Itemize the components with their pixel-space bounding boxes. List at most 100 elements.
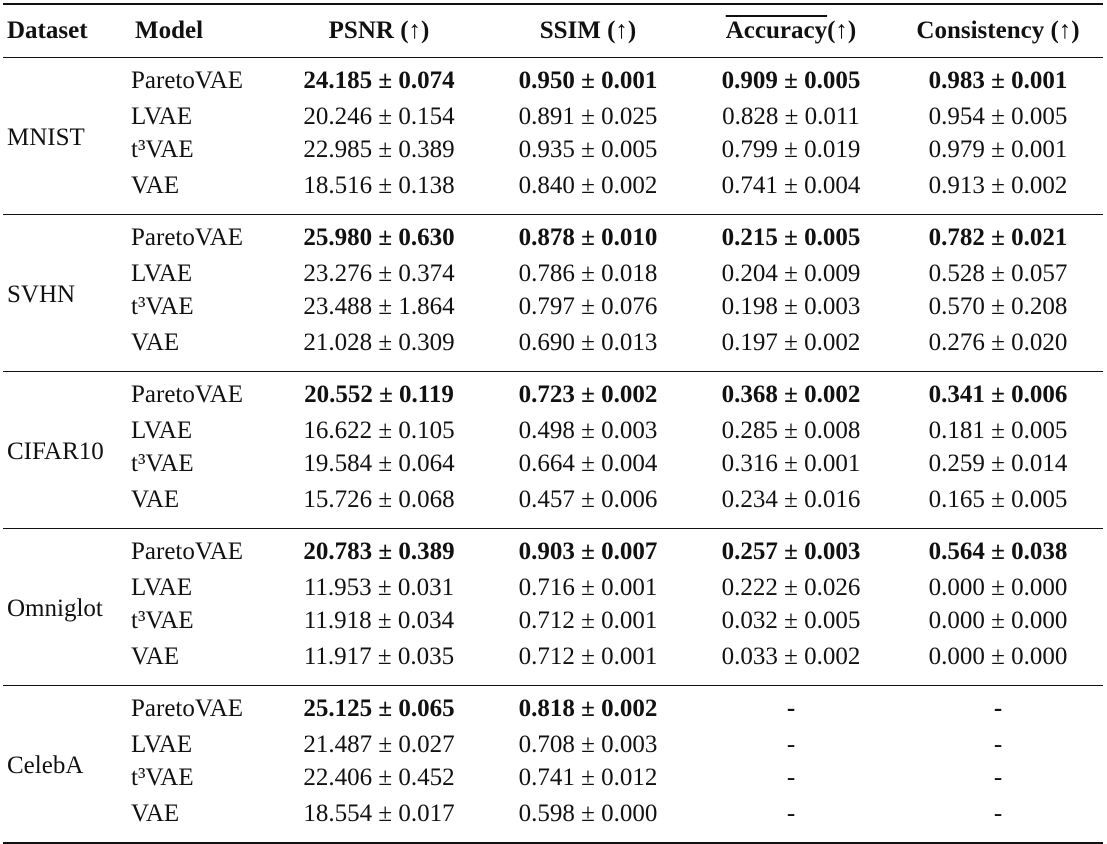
value-cell: 23.488 ± 1.864 [303, 292, 455, 320]
dataset-cell: MNIST [3, 57, 131, 215]
page: Dataset Model PSNR (↑) SSIM (↑) Accuracy… [3, 3, 1103, 844]
value-cell: - [786, 695, 796, 722]
value-cell: 0.197 ± 0.002 [689, 323, 893, 372]
value-cell: 11.918 ± 0.034 [303, 606, 455, 634]
value-cell: 0.690 ± 0.013 [487, 323, 689, 372]
dataset-cell: CIFAR10 [3, 371, 131, 529]
model-cell: VAE [131, 166, 271, 215]
table-row: LVAE 16.622 ± 0.105 0.498 ± 0.003 0.285 ± 0… [3, 414, 1103, 447]
value-cell: 0.797 ± 0.076 [518, 292, 658, 320]
dataset-group: SVHN ParetoVAE 25.980 ± 0.630 0.878 ± 0.010… [3, 214, 1103, 372]
model-cell: ParetoVAE [131, 224, 244, 251]
model-cell: t³VAE [131, 606, 194, 634]
value-cell: 19.584 ± 0.064 [303, 449, 455, 477]
value-cell: 0.983 ± 0.001 [928, 67, 1068, 94]
value-cell: 0.528 ± 0.057 [928, 259, 1068, 287]
value-cell: 16.622 ± 0.105 [303, 416, 455, 444]
table-row: t³VAE 22.985 ± 0.389 0.935 ± 0.005 0.799 ± … [3, 133, 1103, 166]
table-row: CelebA ParetoVAE 25.125 ± 0.065 0.818 ± 0.0… [3, 685, 1103, 844]
value-cell: 0.782 ± 0.021 [928, 224, 1068, 251]
table-row: MNIST ParetoVAE 24.185 ± 0.074 0.950 ± 0.00… [3, 57, 1103, 215]
model-cell: ParetoVAE [131, 381, 244, 408]
value-cell: 0.032 ± 0.005 [721, 606, 861, 634]
table-row: VAE 21.028 ± 0.309 0.690 ± 0.013 0.197 ± 0.… [3, 323, 1103, 372]
value-cell: - [993, 695, 1003, 722]
value-cell: 0.000 ± 0.000 [928, 606, 1068, 634]
value-cell: 0.498 ± 0.003 [518, 416, 658, 444]
value-cell: 0.259 ± 0.014 [928, 449, 1068, 477]
value-cell: 20.783 ± 0.389 [303, 538, 455, 565]
header-cell: SSIM (↑) [487, 3, 689, 58]
table-row: LVAE 21.487 ± 0.027 0.708 ± 0.003 - - [3, 728, 1103, 761]
header-text: (↑) [827, 17, 857, 44]
value-cell: 23.276 ± 0.374 [303, 259, 455, 287]
header-row: Dataset Model PSNR (↑) SSIM (↑) Accuracy… [3, 3, 1103, 58]
value-cell: - [689, 794, 893, 844]
dataset-group: CelebA ParetoVAE 25.125 ± 0.065 0.818 ± 0.0… [3, 685, 1103, 844]
value-cell: 0.878 ± 0.010 [518, 224, 658, 251]
model-cell: t³VAE [131, 449, 194, 477]
value-cell: 21.487 ± 0.027 [303, 730, 455, 758]
value-cell: 0.909 ± 0.005 [721, 67, 861, 94]
value-cell: 0.712 ± 0.001 [487, 637, 689, 686]
value-cell: - [786, 730, 796, 758]
value-cell: 0.950 ± 0.001 [518, 67, 658, 94]
value-cell: 0.828 ± 0.011 [722, 102, 860, 130]
header-text: Accuracy [725, 17, 828, 44]
value-cell: 11.953 ± 0.031 [303, 573, 455, 601]
model-cell: ParetoVAE [131, 538, 244, 565]
model-cell: LVAE [131, 416, 193, 444]
model-cell: VAE [131, 637, 271, 686]
header-cell: PSNR (↑) [271, 3, 487, 58]
value-cell: 25.125 ± 0.065 [303, 695, 455, 722]
value-cell: 22.985 ± 0.389 [303, 135, 455, 163]
model-cell: t³VAE [131, 135, 194, 163]
value-cell: 20.552 ± 0.119 [304, 381, 454, 408]
table-row: Omniglot ParetoVAE 20.783 ± 0.389 0.903 ± 0… [3, 528, 1103, 686]
table-row: CIFAR10 ParetoVAE 20.552 ± 0.119 0.723 ± 0.… [3, 371, 1103, 529]
value-cell: 0.368 ± 0.002 [721, 381, 861, 408]
table-row: VAE 18.554 ± 0.017 0.598 ± 0.000- - [3, 794, 1103, 844]
dataset-group: CIFAR10 ParetoVAE 20.552 ± 0.119 0.723 ± 0.… [3, 371, 1103, 529]
value-cell: 0.598 ± 0.000 [487, 794, 689, 844]
model-cell: ParetoVAE [131, 695, 244, 722]
value-cell: 0.457 ± 0.006 [487, 480, 689, 529]
value-cell: - [993, 763, 1003, 791]
table-row: VAE 11.917 ± 0.035 0.712 ± 0.001 0.033 ± 0.… [3, 637, 1103, 686]
model-cell: LVAE [131, 573, 193, 601]
header-cell: Consistency (↑) [893, 3, 1103, 58]
dataset-group: MNIST ParetoVAE 24.185 ± 0.074 0.950 ± 0.00… [3, 57, 1103, 215]
value-cell: 0.204 ± 0.009 [721, 259, 861, 287]
table-row: t³VAE 22.406 ± 0.452 0.741 ± 0.012 - - [3, 761, 1103, 794]
value-cell: 0.316 ± 0.001 [721, 449, 861, 477]
header-cell: Model [131, 3, 271, 58]
value-cell: 0.341 ± 0.006 [928, 381, 1068, 408]
value-cell: 0.818 ± 0.002 [518, 695, 658, 722]
value-cell: - [893, 794, 1103, 844]
value-cell: 18.554 ± 0.017 [271, 794, 487, 844]
value-cell: 0.716 ± 0.001 [518, 573, 658, 601]
header-cell: Accuracy(↑) [689, 3, 893, 58]
value-cell: 0.954 ± 0.005 [928, 102, 1068, 130]
value-cell: - [993, 730, 1003, 758]
value-cell: 0.033 ± 0.002 [689, 637, 893, 686]
value-cell: 0.257 ± 0.003 [721, 538, 861, 565]
header-cell: Dataset [3, 3, 131, 58]
dataset-cell: Omniglot [3, 528, 131, 686]
value-cell: 0.799 ± 0.019 [721, 135, 861, 163]
model-cell: LVAE [131, 730, 193, 758]
table-row: VAE 18.516 ± 0.138 0.840 ± 0.002 0.741 ± 0.… [3, 166, 1103, 215]
model-cell: ParetoVAE [131, 67, 244, 94]
dataset-cell: CelebA [3, 685, 131, 844]
dataset-group: Omniglot ParetoVAE 20.783 ± 0.389 0.903 ± 0… [3, 528, 1103, 686]
model-cell: VAE [131, 323, 271, 372]
table-row: VAE 15.726 ± 0.068 0.457 ± 0.006 0.234 ± 0.… [3, 480, 1103, 529]
value-cell: 0.234 ± 0.016 [689, 480, 893, 529]
value-cell: 0.285 ± 0.008 [721, 416, 861, 444]
table-row: LVAE 20.246 ± 0.154 0.891 ± 0.025 0.828 ± 0… [3, 100, 1103, 133]
value-cell: 0.741 ± 0.012 [518, 763, 658, 791]
value-cell: 25.980 ± 0.630 [303, 224, 455, 251]
value-cell: 0.712 ± 0.001 [518, 606, 658, 634]
value-cell: 0.664 ± 0.004 [518, 449, 658, 477]
value-cell: 0.165 ± 0.005 [893, 480, 1103, 529]
